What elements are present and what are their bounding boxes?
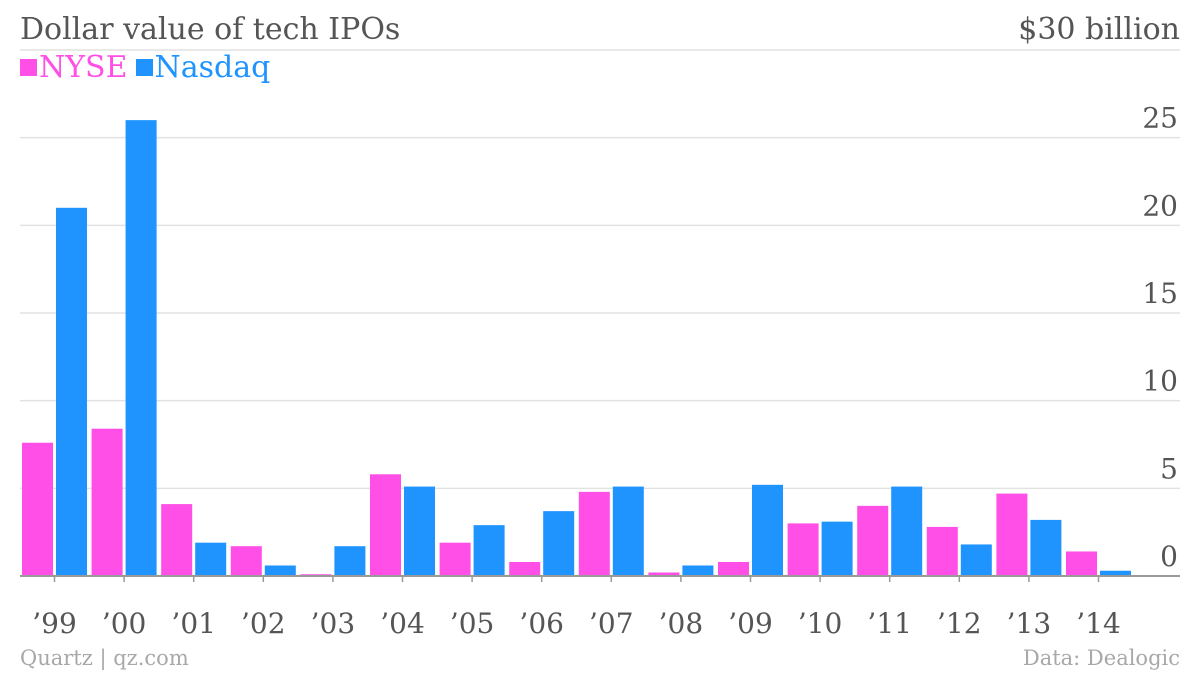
y-axis-unit-label: $30 billion: [1018, 12, 1180, 47]
x-tick-label: ’02: [241, 607, 286, 640]
x-tick-label: ’06: [519, 607, 564, 640]
x-tick-label: ’09: [728, 607, 773, 640]
y-tick-label: 0: [1160, 540, 1178, 573]
bar-nasdaq-12: [891, 486, 923, 576]
bar-nasdaq-9: [682, 565, 714, 576]
footer-source-right: Data: Dealogic: [1022, 646, 1180, 670]
footer-source-left: Quartz | qz.com: [20, 646, 189, 670]
bar-nyse-8: [578, 491, 610, 576]
x-tick-label: ’14: [1076, 607, 1121, 640]
bar-nyse-13: [926, 526, 958, 576]
legend-item-nasdaq: Nasdaq: [135, 50, 271, 85]
legend-swatch-nyse: [20, 59, 37, 76]
bar-nyse-11: [787, 523, 819, 576]
x-tick-label: ’08: [659, 607, 704, 640]
legend-swatch-nasdaq: [135, 59, 153, 76]
bar-nyse-0: [22, 442, 53, 576]
x-tick-label: ’00: [102, 607, 147, 640]
bar-nyse-14: [996, 493, 1028, 576]
bar-nasdaq-13: [960, 544, 992, 576]
y-tick-label: 20: [1142, 189, 1178, 222]
bar-nyse-3: [230, 546, 262, 576]
x-tick-label: ’11: [867, 607, 912, 640]
legend-label-nyse: NYSE: [39, 50, 128, 85]
bar-nyse-9: [648, 572, 680, 576]
bar-nasdaq-3: [264, 565, 296, 576]
x-tick-label: ’12: [937, 607, 982, 640]
bar-nyse-5: [370, 474, 401, 576]
y-tick-label: 5: [1160, 452, 1178, 485]
bar-nyse-15: [1066, 551, 1097, 576]
bar-nasdaq-15: [1100, 570, 1131, 576]
bar-nyse-1: [91, 428, 123, 576]
x-tick-label: ’04: [380, 607, 425, 640]
bar-nyse-10: [718, 561, 749, 576]
bar-nyse-6: [439, 542, 471, 576]
y-tick-label: 25: [1142, 102, 1178, 135]
x-tick-label: ’10: [798, 607, 843, 640]
x-tick-label: ’99: [32, 607, 77, 640]
y-tick-label: 15: [1142, 277, 1178, 310]
bar-nasdaq-1: [125, 120, 157, 576]
bar-nyse-12: [857, 505, 889, 576]
chart-title: Dollar value of tech IPOs: [20, 12, 401, 47]
x-tick-label: ’13: [1007, 607, 1052, 640]
bar-nasdaq-11: [821, 521, 853, 576]
bar-nasdaq-14: [1030, 519, 1062, 576]
legend-item-nyse: NYSE: [20, 50, 128, 85]
legend-label-nasdaq: Nasdaq: [154, 50, 271, 85]
bar-nasdaq-8: [612, 486, 644, 576]
x-tick-label: ’07: [589, 607, 634, 640]
bar-nasdaq-10: [752, 484, 783, 576]
bar-nasdaq-0: [56, 207, 87, 577]
bar-nasdaq-6: [473, 525, 505, 576]
bar-nyse-7: [509, 561, 541, 576]
bar-nasdaq-5: [404, 486, 435, 576]
x-tick-label: ’03: [311, 607, 356, 640]
y-tick-label: 10: [1142, 365, 1178, 398]
x-tick-label: ’05: [450, 607, 495, 640]
bar-nyse-2: [161, 504, 193, 576]
bar-nasdaq-2: [195, 542, 227, 576]
bar-nasdaq-4: [334, 546, 366, 576]
legend: NYSE Nasdaq: [20, 50, 278, 85]
x-tick-label: ’01: [171, 607, 216, 640]
bar-nasdaq-7: [543, 511, 575, 576]
